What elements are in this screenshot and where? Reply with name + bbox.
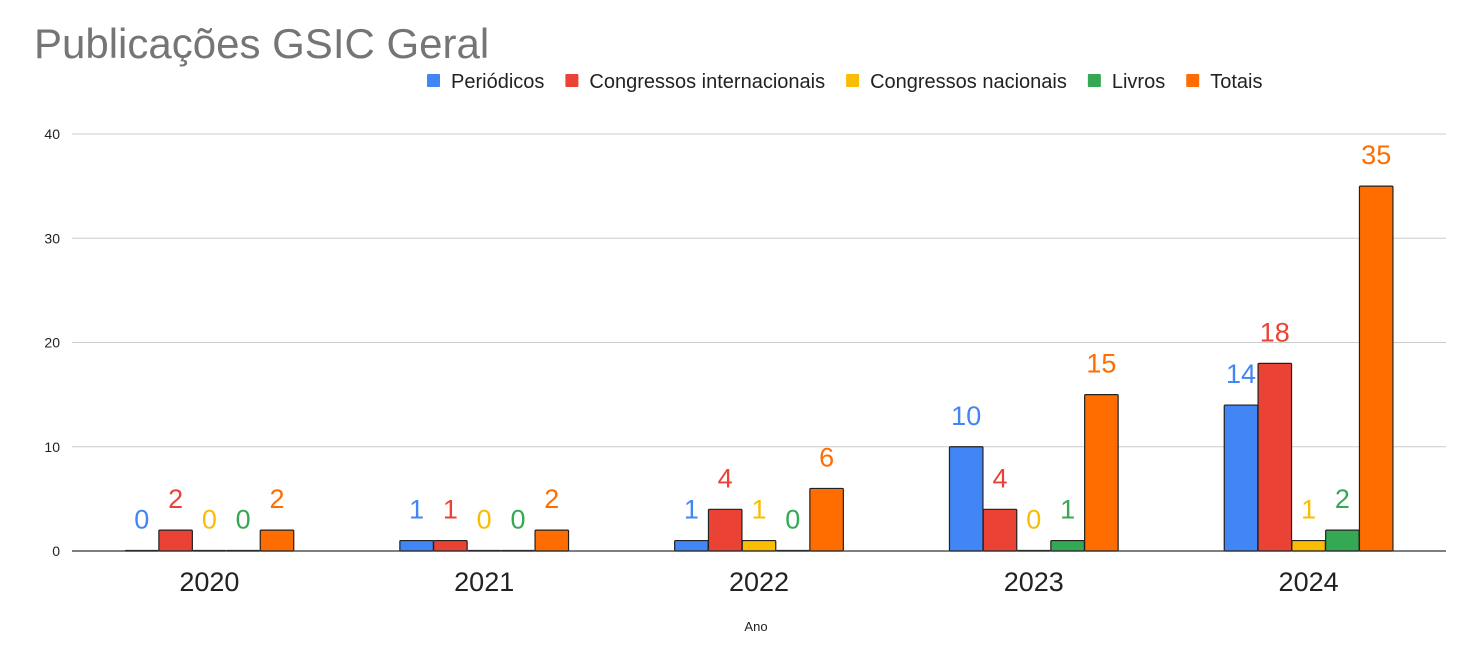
bar <box>1291 539 1326 552</box>
data-label: 1 <box>409 495 424 525</box>
x-tick-label: 2021 <box>454 567 514 597</box>
y-tick-label: 30 <box>44 230 60 246</box>
data-label: 0 <box>134 505 149 535</box>
data-label: 0 <box>785 505 800 535</box>
y-tick-label: 40 <box>44 126 60 142</box>
bar <box>674 539 709 552</box>
bar <box>741 539 777 552</box>
legend-label: Congressos internacionais <box>589 71 825 93</box>
data-label: 6 <box>819 442 834 472</box>
bar <box>1358 185 1394 552</box>
y-tick-label: 20 <box>44 335 60 351</box>
data-label: 35 <box>1361 140 1391 170</box>
data-label: 4 <box>992 463 1007 493</box>
bar <box>1257 362 1293 552</box>
legend-label: Livros <box>1112 71 1165 93</box>
bar <box>1325 529 1360 552</box>
bars <box>124 185 1394 552</box>
data-label: 1 <box>443 495 458 525</box>
data-label: 1 <box>751 495 766 525</box>
bar <box>399 539 434 552</box>
legend-swatch <box>846 74 860 87</box>
legend-swatch <box>427 74 440 87</box>
legend-swatch <box>1186 74 1200 87</box>
gridlines <box>72 133 1446 448</box>
data-label: 15 <box>1086 349 1116 379</box>
data-label: 0 <box>236 505 251 535</box>
bar <box>158 529 193 552</box>
y-tick-label: 10 <box>44 439 60 455</box>
data-label: 0 <box>202 505 217 535</box>
bar <box>1223 404 1259 552</box>
x-tick-label: 2020 <box>179 567 239 597</box>
y-axis-ticks: 0 10 20 30 40 <box>44 126 60 559</box>
data-label: 4 <box>718 463 733 493</box>
data-label: 14 <box>1226 359 1256 389</box>
legend-label: Periódicos <box>451 71 544 93</box>
bar <box>809 487 844 552</box>
data-label: 1 <box>1060 495 1075 525</box>
bar <box>982 508 1018 552</box>
bar <box>534 529 570 552</box>
x-axis-label: Ano <box>744 619 767 634</box>
legend-label: Congressos nacionais <box>870 71 1067 93</box>
bar <box>1050 539 1085 552</box>
legend-swatch <box>565 74 579 87</box>
x-axis-ticks: 2020 2021 2022 2023 2024 <box>179 567 1338 597</box>
data-label: 10 <box>951 401 981 431</box>
bar <box>259 529 295 552</box>
legend-swatch <box>1087 74 1101 87</box>
data-label: 2 <box>168 484 183 514</box>
data-label: 1 <box>1301 495 1316 525</box>
bar <box>948 446 984 552</box>
legend-label: Totais <box>1210 71 1262 93</box>
chart-title: Publicações GSIC Geral <box>34 20 489 67</box>
legend: Periódicos Congressos internacionais Congr… <box>427 71 1262 93</box>
data-label: 2 <box>1335 484 1350 514</box>
data-label: 0 <box>1026 505 1041 535</box>
data-label: 2 <box>544 484 559 514</box>
bar <box>707 508 743 552</box>
bar <box>1084 394 1119 552</box>
data-label: 18 <box>1260 317 1290 347</box>
bar <box>433 539 468 552</box>
data-label: 1 <box>684 495 699 525</box>
x-tick-label: 2024 <box>1279 567 1339 597</box>
data-label: 0 <box>477 505 492 535</box>
data-label: 2 <box>269 484 284 514</box>
x-tick-label: 2023 <box>1004 567 1064 597</box>
y-tick-label: 0 <box>52 543 60 559</box>
x-tick-label: 2022 <box>729 567 789 597</box>
data-label: 0 <box>510 505 525 535</box>
